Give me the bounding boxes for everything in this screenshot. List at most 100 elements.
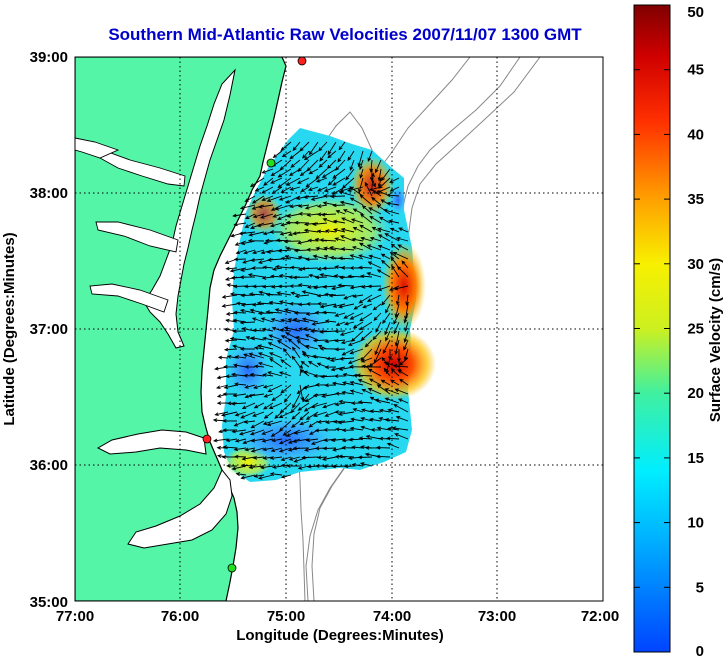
chart-title: Southern Mid-Atlantic Raw Velocities 200… (108, 25, 582, 44)
velocity-arrow (331, 381, 346, 386)
velocity-arrow (337, 420, 355, 425)
velocity-arrow (339, 200, 355, 206)
velocity-arrow (241, 402, 256, 410)
colorbar-tick-label: 5 (696, 579, 704, 596)
velocity-arrow (357, 455, 373, 460)
velocity-arrow (359, 274, 373, 279)
velocity-arrow (232, 284, 247, 289)
velocity-arrow (347, 186, 364, 192)
velocity-arrow (283, 239, 301, 244)
velocity-arrow (249, 372, 265, 377)
velocity-arrow (305, 438, 319, 443)
velocity-arrow (395, 416, 409, 422)
velocity-arrow (310, 402, 328, 409)
velocity-arrow (289, 265, 301, 270)
velocity-arrow (353, 303, 364, 310)
velocity-arrow (359, 159, 364, 171)
velocity-arrow (386, 193, 400, 198)
velocity-arrow (271, 393, 283, 401)
velocity-arrow (262, 456, 274, 460)
velocity-arrow (369, 409, 382, 414)
velocity-arrow (294, 335, 310, 341)
velocity-arrow (306, 213, 319, 217)
velocity-arrow (244, 447, 256, 452)
velocity-arrow (278, 411, 292, 418)
velocity-arrow (312, 222, 328, 227)
velocity-arrow (290, 402, 301, 414)
velocity-arrow (369, 236, 382, 242)
velocity-arrow (306, 301, 319, 306)
velocity-arrow (267, 342, 283, 350)
velocity-arrow (297, 240, 310, 245)
velocity-arrow (342, 372, 355, 377)
velocity-arrow (359, 213, 373, 224)
velocity-arrow (328, 293, 346, 298)
velocity-arrow (283, 308, 301, 314)
velocity-arrow (352, 408, 364, 413)
velocity-arrow (285, 195, 301, 204)
velocity-arrow (326, 159, 337, 170)
velocity-arrow (349, 348, 364, 355)
velocity-arrow (370, 427, 382, 432)
velocity-arrow (268, 300, 283, 305)
colorbar-tick-label: 35 (687, 191, 704, 208)
velocity-arrow (304, 344, 319, 350)
velocity-arrow (222, 445, 238, 449)
site-marker-hatteras (227, 563, 237, 573)
velocity-arrow (323, 427, 337, 432)
colorbar-tick-label: 45 (687, 62, 704, 79)
velocity-arrow (256, 301, 274, 306)
velocity-arrow (386, 201, 400, 206)
velocity-arrow (397, 369, 409, 377)
velocity-arrow (341, 428, 355, 433)
velocity-arrow (271, 465, 283, 469)
velocity-arrow (385, 330, 391, 342)
velocity-arrow (262, 336, 274, 341)
velocity-arrow (235, 249, 247, 255)
velocity-arrow (232, 318, 247, 323)
velocity-arrow (394, 339, 400, 356)
velocity-arrow (260, 249, 274, 255)
velocity-arrow (382, 312, 391, 325)
velocity-arrow (260, 317, 274, 323)
velocity-arrow (280, 256, 292, 261)
velocity-arrow (289, 186, 301, 191)
velocity-arrow (277, 340, 292, 350)
site-marker-outer-banks (202, 434, 212, 444)
velocity-arrow (403, 339, 409, 351)
velocity-arrow (381, 294, 391, 306)
velocity-arrow (299, 384, 305, 402)
delaware-bay (75, 137, 120, 159)
velocity-arrow (368, 207, 382, 215)
velocity-arrow (239, 275, 256, 280)
velocity-arrow (384, 397, 400, 404)
velocity-arrow (319, 150, 328, 162)
velocity-arrow (307, 360, 319, 368)
velocity-arrow (338, 141, 346, 151)
velocity-arrow (269, 358, 283, 368)
velocity-arrow (299, 369, 310, 377)
velocity-arrow (362, 303, 373, 309)
velocity-arrow (293, 429, 310, 435)
velocity-arrow (347, 339, 364, 347)
velocity-arrow (368, 186, 382, 192)
velocity-arrow (302, 393, 310, 403)
velocity-arrow (240, 302, 256, 307)
velocity-arrow (314, 310, 328, 315)
velocity-arrow (312, 411, 328, 418)
velocity-arrow (232, 344, 247, 350)
hotspot-north-east (382, 242, 426, 330)
velocity-arrow (221, 455, 237, 459)
velocity-arrow (340, 247, 355, 251)
velocity-arrow (278, 273, 292, 278)
velocity-arrow (349, 186, 364, 197)
velocity-arrow (394, 433, 409, 440)
velocity-arrow (394, 303, 400, 319)
velocity-arrow (234, 355, 247, 359)
velocity-arrow (360, 417, 373, 422)
site-marker-delmarva (266, 158, 276, 168)
velocity-arrow (250, 336, 265, 341)
velocity-arrow (282, 429, 292, 436)
velocity-arrow (289, 204, 301, 209)
velocity-arrow (324, 411, 337, 417)
